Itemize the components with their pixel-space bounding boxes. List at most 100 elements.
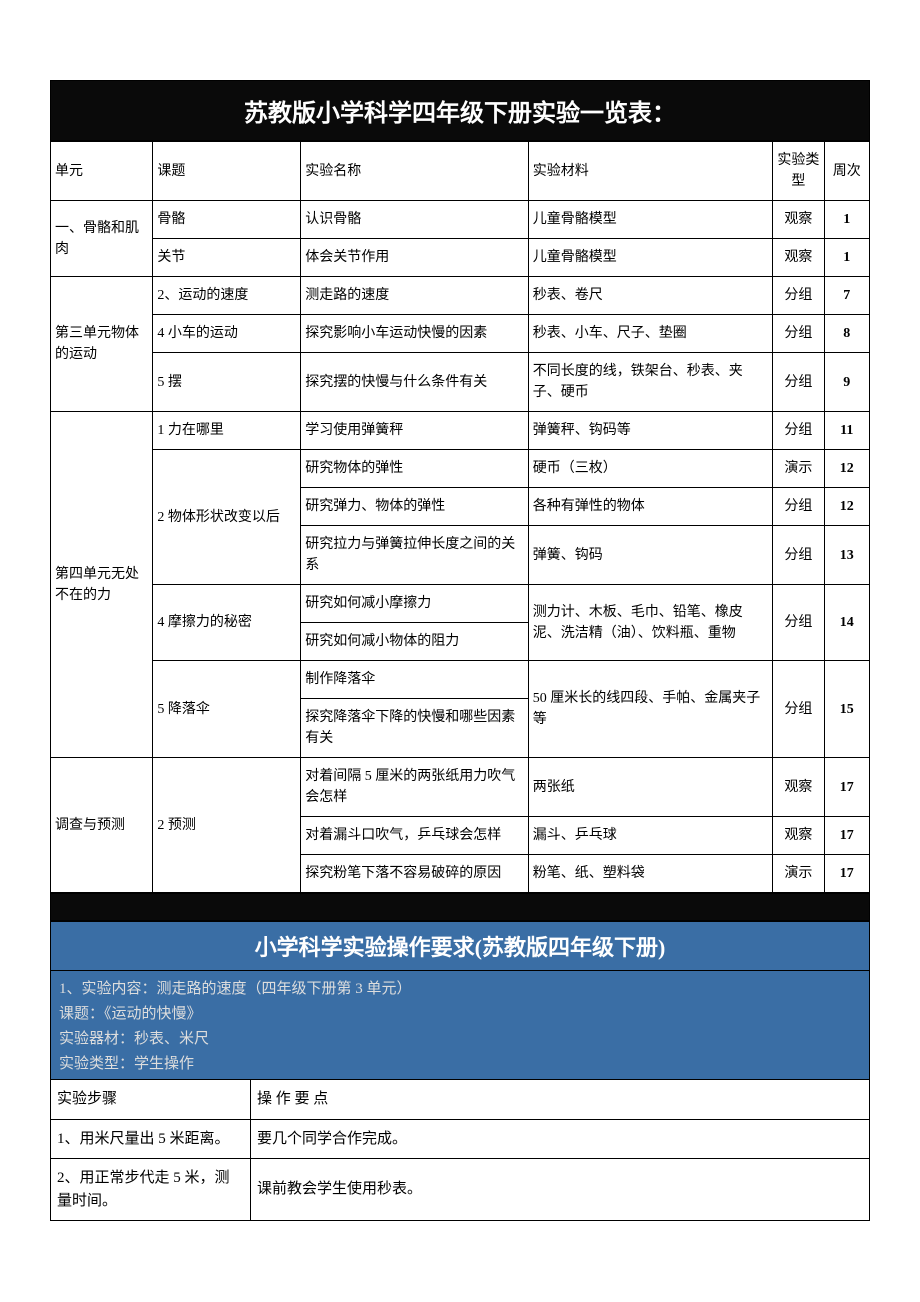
table-row: 调查与预测 2 预测 对着间隔 5 厘米的两张纸用力吹气会怎样 两张纸 观察 1… xyxy=(51,758,870,817)
cell-week: 1 xyxy=(824,239,870,277)
cell-name: 研究弹力、物体的弹性 xyxy=(301,488,529,526)
main-title: 苏教版小学科学四年级下册实验一览表： xyxy=(50,80,870,141)
cell-week: 9 xyxy=(824,353,870,412)
cell-week: 17 xyxy=(824,758,870,817)
cell-week: 14 xyxy=(824,585,870,661)
cell-material: 漏斗、乒乓球 xyxy=(528,817,773,855)
cell-week: 15 xyxy=(824,661,870,758)
steps-row: 2、用正常步代走 5 米，测量时间。 课前教会学生使用秒表。 xyxy=(51,1159,870,1221)
steps-header-row: 实验步骤 操 作 要 点 xyxy=(51,1080,870,1120)
cell-topic: 2 物体形状改变以后 xyxy=(153,450,301,585)
cell-topic: 2 预测 xyxy=(153,758,301,893)
table-row: 4 摩擦力的秘密 研究如何减小摩擦力 测力计、木板、毛巾、铅笔、橡皮泥、洗洁精（… xyxy=(51,585,870,623)
step-cell: 2、用正常步代走 5 米，测量时间。 xyxy=(51,1159,251,1221)
cell-name: 对着间隔 5 厘米的两张纸用力吹气会怎样 xyxy=(301,758,529,817)
info-type: 实验类型：学生操作 xyxy=(59,1050,861,1075)
cell-type: 分组 xyxy=(773,412,824,450)
cell-topic: 4 摩擦力的秘密 xyxy=(153,585,301,661)
info-equipment: 实验器材：秒表、米尺 xyxy=(59,1025,861,1050)
header-topic: 课题 xyxy=(153,142,301,201)
cell-material: 两张纸 xyxy=(528,758,773,817)
cell-unit: 一、骨骼和肌肉 xyxy=(51,201,153,277)
experiment-table: 单元 课题 实验名称 实验材料 实验类型 周次 一、骨骼和肌肉 骨骼 认识骨骼 … xyxy=(50,141,870,893)
spacer-bar xyxy=(50,893,870,921)
cell-topic: 5 降落伞 xyxy=(153,661,301,758)
table-row: 5 摆 探究摆的快慢与什么条件有关 不同长度的线，铁架台、秒表、夹子、硬币 分组… xyxy=(51,353,870,412)
cell-week: 1 xyxy=(824,201,870,239)
cell-unit: 第三单元物体的运动 xyxy=(51,277,153,412)
point-cell: 课前教会学生使用秒表。 xyxy=(251,1159,870,1221)
cell-type: 演示 xyxy=(773,450,824,488)
cell-name: 探究降落伞下降的快慢和哪些因素有关 xyxy=(301,699,529,758)
cell-material: 秒表、卷尺 xyxy=(528,277,773,315)
cell-type: 观察 xyxy=(773,201,824,239)
cell-material: 测力计、木板、毛巾、铅笔、橡皮泥、洗洁精（油）、饮料瓶、重物 xyxy=(528,585,773,661)
cell-type: 观察 xyxy=(773,817,824,855)
info-topic: 课题：《运动的快慢》 xyxy=(59,1000,861,1025)
cell-type: 分组 xyxy=(773,488,824,526)
cell-week: 11 xyxy=(824,412,870,450)
cell-material: 不同长度的线，铁架台、秒表、夹子、硬币 xyxy=(528,353,773,412)
header-week: 周次 xyxy=(824,142,870,201)
cell-type: 分组 xyxy=(773,315,824,353)
header-unit: 单元 xyxy=(51,142,153,201)
cell-name: 对着漏斗口吹气，乒乓球会怎样 xyxy=(301,817,529,855)
cell-topic: 1 力在哪里 xyxy=(153,412,301,450)
cell-type: 分组 xyxy=(773,353,824,412)
cell-name: 研究如何减小摩擦力 xyxy=(301,585,529,623)
table-row: 第四单元无处不在的力 1 力在哪里 学习使用弹簧秤 弹簧秤、钩码等 分组 11 xyxy=(51,412,870,450)
cell-type: 分组 xyxy=(773,585,824,661)
steps-header-step: 实验步骤 xyxy=(51,1080,251,1120)
cell-week: 13 xyxy=(824,526,870,585)
cell-topic: 2、运动的速度 xyxy=(153,277,301,315)
cell-material: 50 厘米长的线四段、手帕、金属夹子等 xyxy=(528,661,773,758)
cell-name: 探究影响小车运动快慢的因素 xyxy=(301,315,529,353)
table-row: 2 物体形状改变以后 研究物体的弹性 硬币（三枚） 演示 12 xyxy=(51,450,870,488)
table-row: 关节 体会关节作用 儿童骨骼模型 观察 1 xyxy=(51,239,870,277)
cell-name: 探究摆的快慢与什么条件有关 xyxy=(301,353,529,412)
step-cell: 1、用米尺量出 5 米距离。 xyxy=(51,1119,251,1159)
cell-name: 研究如何减小物体的阻力 xyxy=(301,623,529,661)
cell-material: 各种有弹性的物体 xyxy=(528,488,773,526)
cell-type: 分组 xyxy=(773,661,824,758)
cell-type: 演示 xyxy=(773,855,824,893)
table-row: 第三单元物体的运动 2、运动的速度 测走路的速度 秒表、卷尺 分组 7 xyxy=(51,277,870,315)
cell-type: 分组 xyxy=(773,526,824,585)
cell-name: 制作降落伞 xyxy=(301,661,529,699)
cell-type: 分组 xyxy=(773,277,824,315)
table-row: 5 降落伞 制作降落伞 50 厘米长的线四段、手帕、金属夹子等 分组 15 xyxy=(51,661,870,699)
cell-name: 研究拉力与弹簧拉伸长度之间的关系 xyxy=(301,526,529,585)
cell-unit: 第四单元无处不在的力 xyxy=(51,412,153,758)
cell-topic: 4 小车的运动 xyxy=(153,315,301,353)
cell-name: 学习使用弹簧秤 xyxy=(301,412,529,450)
steps-header-point: 操 作 要 点 xyxy=(251,1080,870,1120)
experiment-info-block: 1、实验内容：测走路的速度（四年级下册第 3 单元） 课题：《运动的快慢》 实验… xyxy=(50,971,870,1079)
cell-topic: 5 摆 xyxy=(153,353,301,412)
cell-material: 硬币（三枚） xyxy=(528,450,773,488)
cell-type: 观察 xyxy=(773,758,824,817)
cell-unit: 调查与预测 xyxy=(51,758,153,893)
cell-material: 粉笔、纸、塑料袋 xyxy=(528,855,773,893)
steps-row: 1、用米尺量出 5 米距离。 要几个同学合作完成。 xyxy=(51,1119,870,1159)
sub-title: 小学科学实验操作要求(苏教版四年级下册) xyxy=(50,921,870,971)
cell-week: 12 xyxy=(824,488,870,526)
cell-week: 12 xyxy=(824,450,870,488)
table-row: 一、骨骼和肌肉 骨骼 认识骨骼 儿童骨骼模型 观察 1 xyxy=(51,201,870,239)
table-row: 4 小车的运动 探究影响小车运动快慢的因素 秒表、小车、尺子、垫圈 分组 8 xyxy=(51,315,870,353)
cell-name: 研究物体的弹性 xyxy=(301,450,529,488)
cell-week: 8 xyxy=(824,315,870,353)
header-name: 实验名称 xyxy=(301,142,529,201)
cell-week: 17 xyxy=(824,855,870,893)
cell-name: 探究粉笔下落不容易破碎的原因 xyxy=(301,855,529,893)
cell-week: 7 xyxy=(824,277,870,315)
cell-material: 弹簧秤、钩码等 xyxy=(528,412,773,450)
cell-topic: 关节 xyxy=(153,239,301,277)
cell-topic: 骨骼 xyxy=(153,201,301,239)
cell-week: 17 xyxy=(824,817,870,855)
header-type: 实验类型 xyxy=(773,142,824,201)
cell-name: 体会关节作用 xyxy=(301,239,529,277)
cell-material: 儿童骨骼模型 xyxy=(528,239,773,277)
point-cell: 要几个同学合作完成。 xyxy=(251,1119,870,1159)
header-material: 实验材料 xyxy=(528,142,773,201)
cell-name: 测走路的速度 xyxy=(301,277,529,315)
